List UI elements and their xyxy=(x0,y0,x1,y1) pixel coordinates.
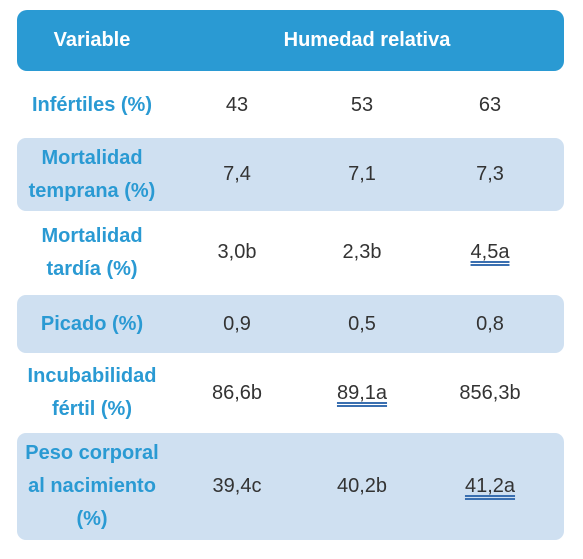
table-row: Incubabilidad fértil (%) 86,6b 89,1a 856… xyxy=(17,357,564,429)
cell: 89,1a xyxy=(302,382,422,405)
row-label: Picado (%) xyxy=(40,312,144,335)
table-row: Infértiles (%) 43 53 63 xyxy=(17,76,564,134)
cell: 2,3b xyxy=(342,241,382,263)
table-row: Mortalidad tardía (%) 3,0b 2,3b 4,5a xyxy=(17,215,564,290)
row-label: Infértiles (%) xyxy=(31,93,153,116)
cell: 0,9 xyxy=(223,312,251,335)
table-row: Mortalidad temprana (%) 7,4 7,1 7,3 xyxy=(17,138,564,211)
cell: 4,5a xyxy=(430,241,550,264)
cell: 7,1 xyxy=(348,163,376,185)
cell: 7,4 xyxy=(223,163,251,185)
cell: 0,8 xyxy=(476,312,504,335)
cell: 3,0b xyxy=(217,241,257,263)
cell-text: 89,1a xyxy=(336,381,388,404)
row-label: Incubabilidad fértil (%) xyxy=(27,365,157,420)
header-group: Humedad relativa xyxy=(283,29,451,51)
table-row: Picado (%) 0,9 0,5 0,8 xyxy=(17,295,564,353)
cell: 0,5 xyxy=(348,312,376,335)
table-row: Peso corporal al nacimiento (%) 39,4c 40… xyxy=(17,433,564,540)
cell: 856,3b xyxy=(459,381,521,404)
cell: 43 xyxy=(225,93,249,116)
row-label: Mortalidad temprana (%) xyxy=(28,146,156,202)
cell: 53 xyxy=(350,93,374,116)
cell: 40,2b xyxy=(336,475,388,497)
cell-text: 41,2a xyxy=(464,475,516,497)
cell: 63 xyxy=(478,93,502,116)
row-label: Mortalidad tardía (%) xyxy=(41,224,143,280)
header-variable: Variable xyxy=(53,29,131,51)
cell: 39,4c xyxy=(212,475,262,497)
cell: 7,3 xyxy=(476,163,504,185)
cell: 41,2a xyxy=(430,475,550,498)
header-row: Variable Humedad relativa xyxy=(17,10,564,71)
cell-text: 4,5a xyxy=(470,241,510,263)
cell: 86,6b xyxy=(211,381,263,404)
row-label: Peso corporal al nacimiento (%) xyxy=(25,442,159,530)
